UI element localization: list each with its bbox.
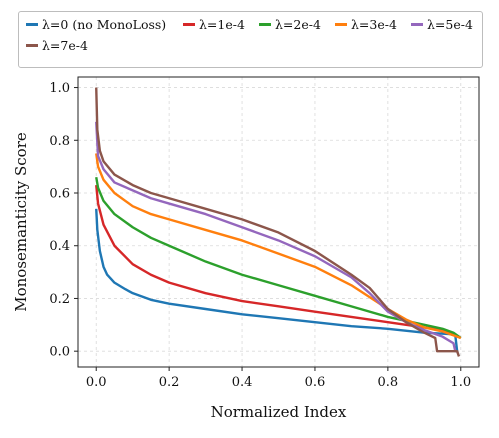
legend-label: λ=3e-4 [351,16,397,32]
legend-label: λ=7e-4 [42,37,88,53]
legend-label: λ=2e-4 [275,16,321,32]
series-line-3 [95,176,462,339]
y-tick-label: 0.6 [49,187,70,202]
legend-item: λ=7e-4 [26,37,88,53]
series-lines [95,87,462,357]
legend-item: λ=5e-4 [411,16,473,32]
x-tick-label: 0.8 [378,375,399,390]
legend-swatch [26,43,38,47]
series-line-2 [95,184,462,340]
plot-area-frame [77,76,480,368]
legend-swatch [26,22,38,26]
legend-swatch [335,22,347,26]
series-line-6 [95,87,461,357]
legend-label: λ=1e-4 [199,16,245,32]
x-axis-label: Normalized Index [211,403,347,421]
series-line-5 [95,121,458,353]
y-tick-label: 0.4 [49,239,70,254]
x-tick-label: 0.4 [232,375,253,390]
legend-swatch [259,22,271,26]
y-axis-label: Monosemanticity Score [12,132,30,312]
tick-labels: 0.0 0.2 0.4 0.6 0.8 1.0 0.0 0.2 0.4 0.6 0.8 1.0 [49,81,471,390]
legend-item: λ=0 (no MonoLoss) [26,16,166,32]
legend-item: λ=1e-4 [183,16,245,32]
axes [77,76,480,368]
legend-label: λ=5e-4 [427,16,473,32]
legend-swatch [183,22,195,26]
y-tick-label: 0.8 [49,134,70,149]
y-tick-label: 1.0 [49,81,70,96]
x-tick-label: 0.6 [305,375,326,390]
x-tick-label: 0.2 [159,375,180,390]
legend-item: λ=2e-4 [259,16,321,32]
y-tick-label: 0.2 [49,292,70,307]
series-line-4 [95,153,462,340]
series-line-1 [95,208,459,352]
legend-swatch [411,22,423,26]
x-tick-label: 1.0 [450,375,471,390]
legend-label: λ=0 (no MonoLoss) [42,16,167,32]
legend-item: λ=3e-4 [335,16,397,32]
x-tick-label: 0.0 [86,375,107,390]
legend: λ=0 (no MonoLoss) λ=1e-4 λ=2e-4 λ=3e-4 λ=5e-… [18,11,483,68]
y-tick-label: 0.0 [49,345,70,360]
